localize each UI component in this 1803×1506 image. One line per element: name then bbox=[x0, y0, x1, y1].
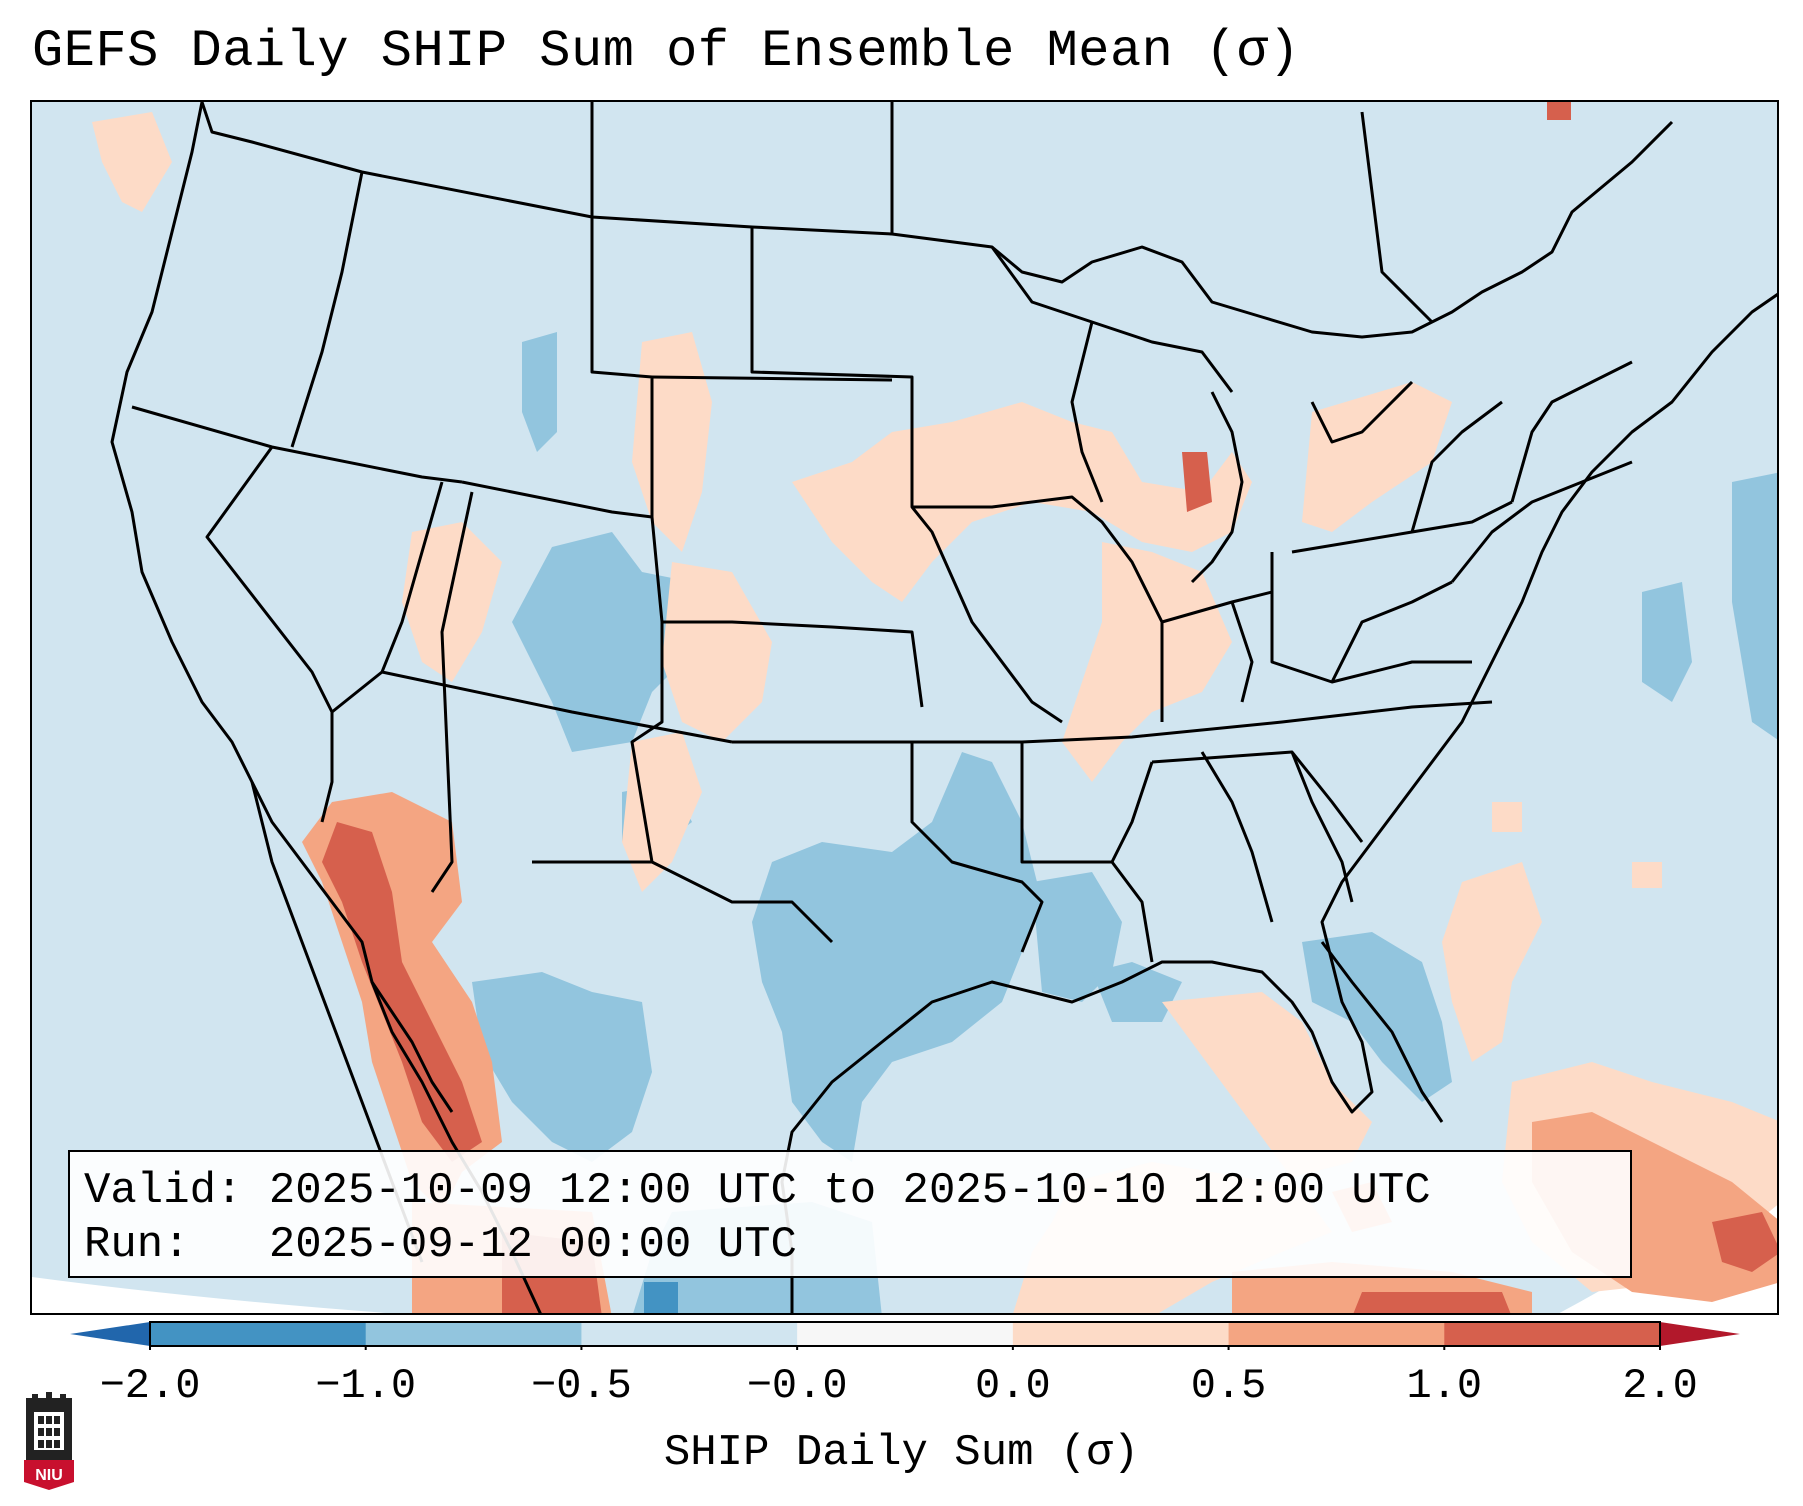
run-label: Run: bbox=[84, 1220, 190, 1270]
run-value: 2025-09-12 00:00 UTC bbox=[268, 1220, 797, 1270]
colorbar-segment bbox=[150, 1322, 367, 1346]
map-canvas bbox=[32, 102, 1777, 1313]
colorbar-tick-label: −2.0 bbox=[99, 1362, 201, 1410]
colorbar-label: SHIP Daily Sum (σ) bbox=[663, 1428, 1140, 1478]
colorbar-outline bbox=[149, 1321, 1661, 1347]
colorbar-extend-high bbox=[1660, 1322, 1740, 1346]
map-panel[interactable] bbox=[30, 100, 1779, 1315]
colorbar-extend-low bbox=[70, 1322, 150, 1346]
colorbar-segment bbox=[365, 1322, 582, 1346]
valid-time-box: Valid: 2025-10-09 12:00 UTC to 2025-10-1… bbox=[68, 1150, 1632, 1278]
niu-logo-icon: NIU bbox=[24, 1392, 74, 1490]
colorbar bbox=[70, 1321, 1740, 1350]
colorbar-segment bbox=[581, 1322, 798, 1346]
map-title: GEFS Daily SHIP Sum of Ensemble Mean (σ) bbox=[32, 22, 1301, 81]
colorbar-segment bbox=[1444, 1322, 1661, 1346]
colorbar-tick-label: 0.5 bbox=[1190, 1362, 1267, 1410]
colorbar-segments bbox=[150, 1322, 1661, 1346]
colorbar-segment bbox=[1228, 1322, 1445, 1346]
niu-logo-text: NIU bbox=[35, 1467, 63, 1484]
colorbar-tick-label: −0.0 bbox=[746, 1362, 848, 1410]
colorbar-segment bbox=[797, 1322, 1014, 1346]
colorbar-tick-label: 2.0 bbox=[1622, 1362, 1698, 1410]
colorbar-tick-label: −0.5 bbox=[531, 1362, 632, 1410]
valid-value: 2025-10-09 12:00 UTC to 2025-10-10 12:00… bbox=[268, 1166, 1431, 1216]
colorbar-segment bbox=[1012, 1322, 1230, 1346]
ocean-background bbox=[32, 102, 1777, 1313]
colorbar-tick-label: 1.0 bbox=[1406, 1362, 1483, 1410]
outside-domain-left bbox=[32, 1277, 387, 1313]
colorbar-tick-label: 0.0 bbox=[975, 1362, 1051, 1410]
colorbar-tick-label: −1.0 bbox=[315, 1362, 417, 1410]
political-borders bbox=[110, 102, 1777, 1313]
valid-label: Valid: bbox=[84, 1166, 243, 1216]
